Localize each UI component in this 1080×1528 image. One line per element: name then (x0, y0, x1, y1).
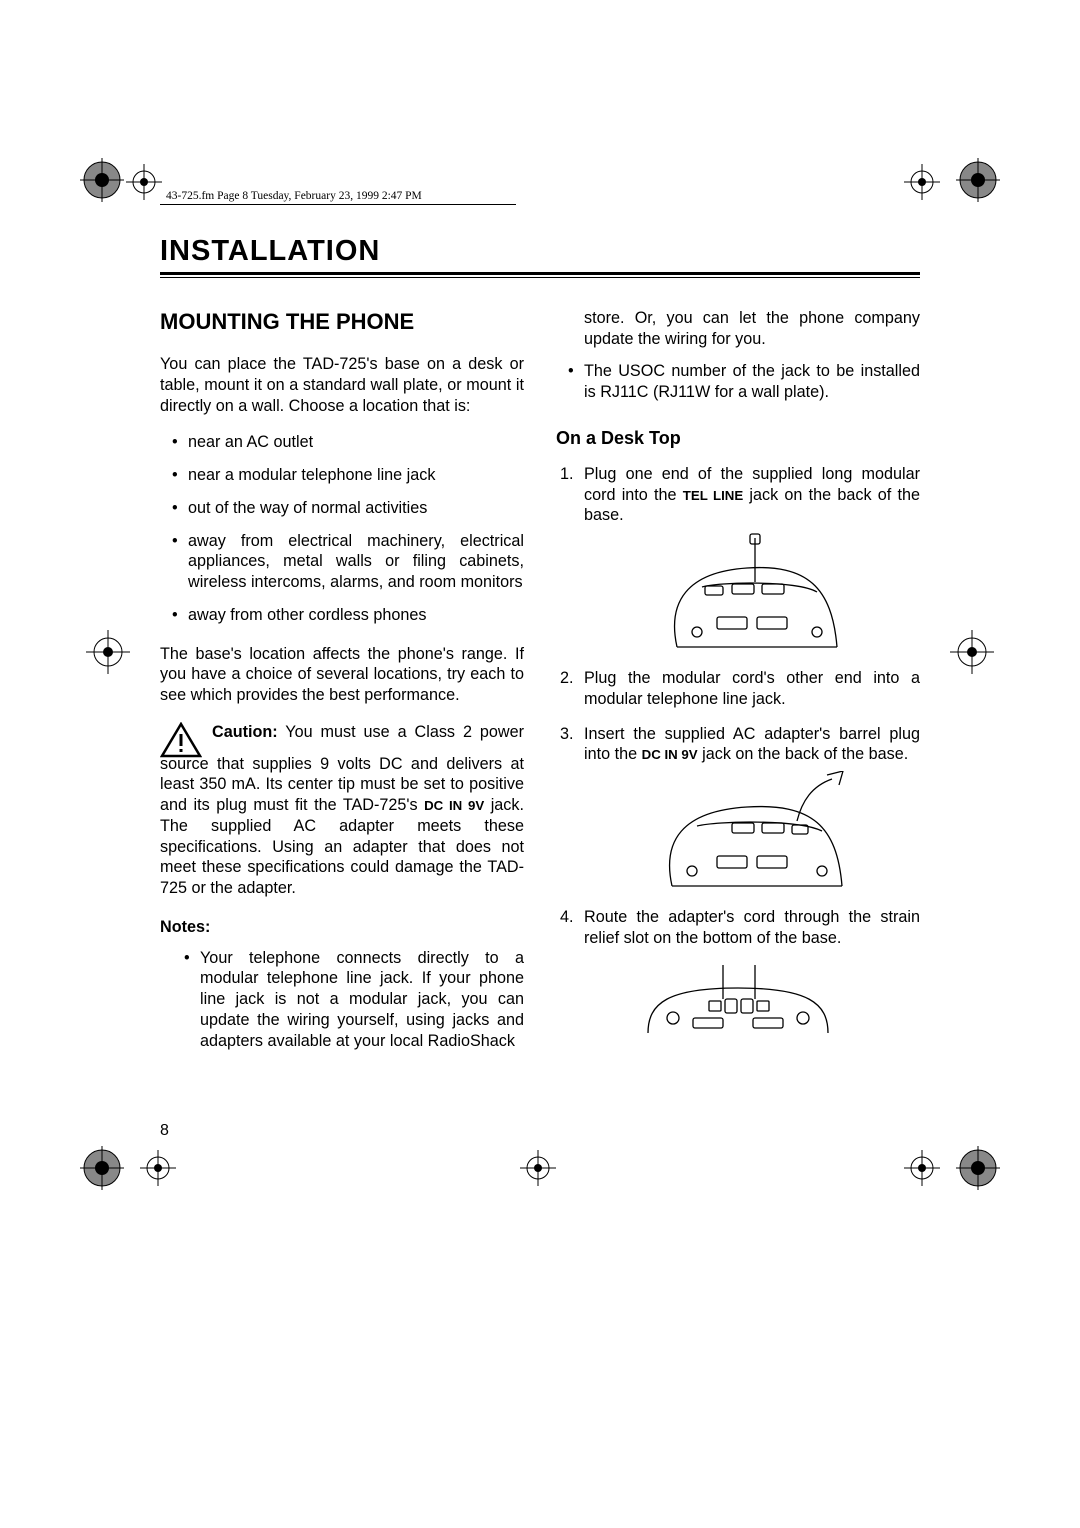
location-criteria-list: near an AC outlet near a modular telepho… (160, 432, 524, 625)
dc-in-9v-label: DC IN 9V (424, 798, 484, 813)
range-paragraph: The base's location affects the phone's … (160, 644, 524, 706)
two-column-layout: MOUNTING THE PHONE You can place the TAD… (160, 308, 920, 1069)
page-title: INSTALLATION (160, 235, 920, 268)
reg-cross-mr (950, 630, 994, 674)
list-item: away from electrical machinery, electric… (160, 531, 524, 593)
dc-in-9v-label: DC IN 9V (642, 747, 698, 762)
tel-line-label: TEL LINE (683, 488, 743, 503)
caution-block: Caution: You must use a Class 2 power so… (160, 722, 524, 899)
list-item: near a modular telephone line jack (160, 465, 524, 486)
step-4: Route the adapter's cord through the str… (556, 907, 920, 948)
list-item: The USOC number of the jack to be instal… (556, 361, 920, 402)
step-1: Plug one end of the supplied long modula… (556, 464, 920, 652)
step-2: Plug the modular cord's other end into a… (556, 668, 920, 709)
illustration-tel-line-jack (647, 532, 857, 652)
notes-list: Your telephone connects directly to a mo… (172, 948, 524, 1052)
title-rule (160, 272, 920, 278)
reg-mark-bl (80, 1146, 124, 1190)
reg-cross-br (904, 1150, 940, 1186)
caution-label: Caution: (212, 723, 278, 741)
subheading-desktop: On a Desk Top (556, 427, 920, 450)
reg-cross-ml (86, 630, 130, 674)
reg-cross-bm (520, 1150, 556, 1186)
illustration-strain-relief (633, 963, 843, 1033)
list-item: out of the way of normal activities (160, 498, 524, 519)
reg-mark-tr (956, 158, 1000, 202)
notes-list-continued: The USOC number of the jack to be instal… (556, 361, 920, 402)
note-continuation: store. Or, you can let the phone company… (556, 308, 920, 349)
list-item: near an AC outlet (160, 432, 524, 453)
list-item: away from other cordless phones (160, 605, 524, 626)
notes-heading: Notes: (160, 917, 524, 938)
page-header-metadata: 43-725.fm Page 8 Tuesday, February 23, 1… (160, 190, 516, 205)
reg-mark-tl (80, 158, 124, 202)
left-column: MOUNTING THE PHONE You can place the TAD… (160, 308, 524, 1069)
list-item: Your telephone connects directly to a mo… (172, 948, 524, 1052)
reg-mark-br (956, 1146, 1000, 1190)
step-text: jack on the back of the base. (698, 745, 909, 763)
illustration-dc-jack (647, 771, 857, 891)
page-number: 8 (160, 1122, 169, 1140)
section-heading: MOUNTING THE PHONE (160, 308, 524, 336)
intro-paragraph: You can place the TAD-725's base on a de… (160, 354, 524, 416)
reg-cross-bl (140, 1150, 176, 1186)
step-3: Insert the supplied AC adapter's barrel … (556, 724, 920, 891)
warning-triangle-icon (160, 722, 206, 754)
page-content: 43-725.fm Page 8 Tuesday, February 23, 1… (160, 190, 920, 1069)
desktop-steps-list: Plug one end of the supplied long modula… (556, 464, 920, 949)
right-column: store. Or, you can let the phone company… (556, 308, 920, 1069)
reg-cross-header (126, 164, 162, 200)
